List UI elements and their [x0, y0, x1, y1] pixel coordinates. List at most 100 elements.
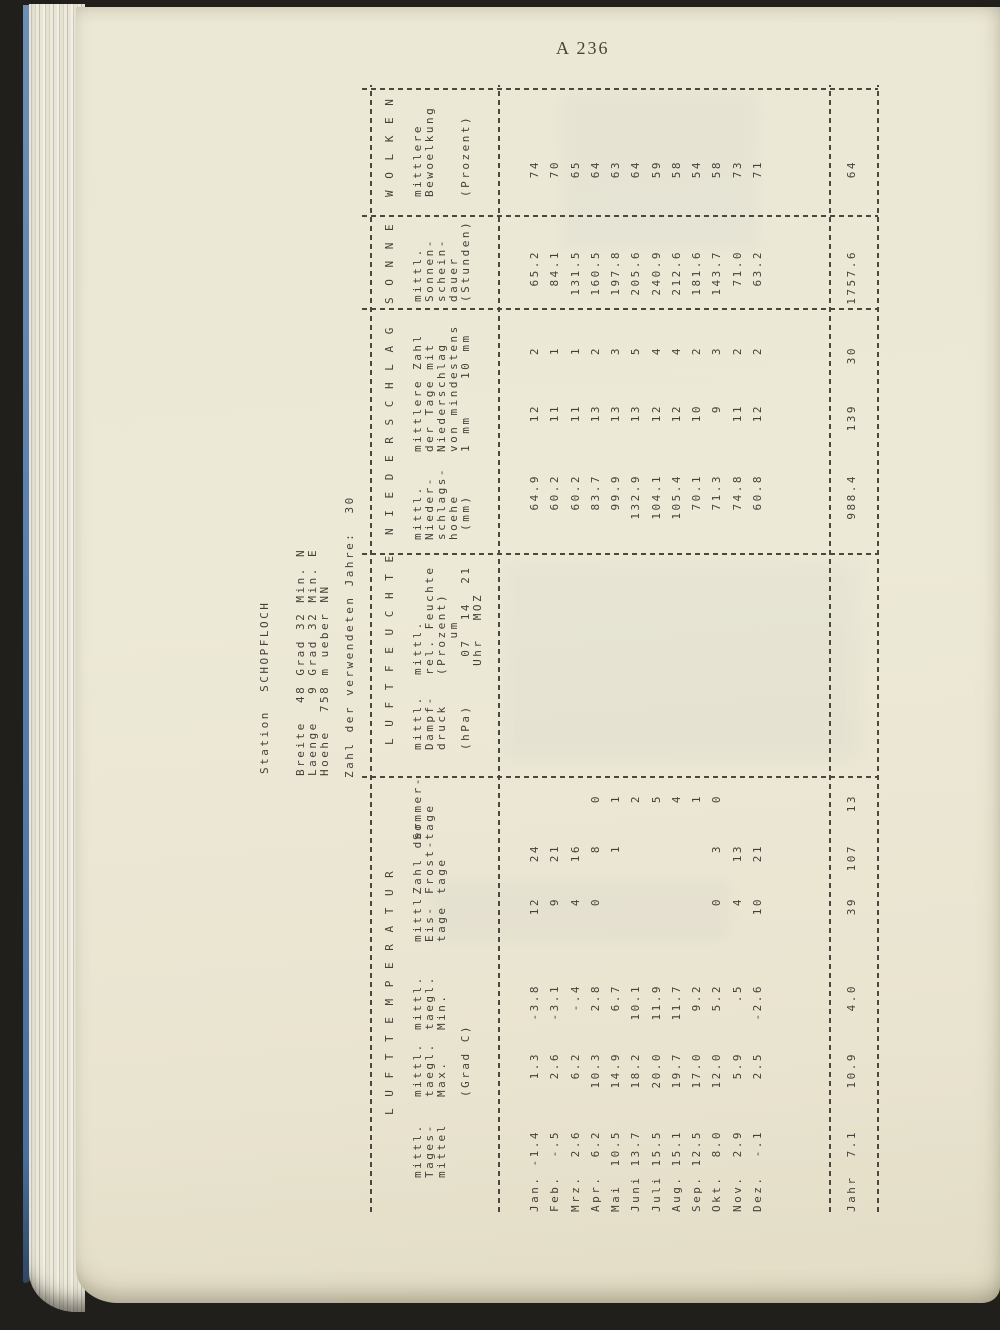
table-row: Juni 13.7 18.2 10.1 2 132.9 13 5 205.6 64: [629, 160, 649, 1212]
value-cell: [751, 700, 771, 794]
value-cell: 4: [670, 794, 683, 804]
value-cell: [609, 562, 629, 600]
value-cell: 105.4: [670, 474, 683, 520]
value-cell: 13: [629, 404, 642, 423]
value-cell: 5.9: [731, 1052, 744, 1080]
years-used-line: Zahl der verwendeten Jahre: 30: [343, 495, 356, 778]
value-cell: 17.0: [690, 1052, 703, 1089]
value-cell: 64: [845, 160, 858, 179]
column-header-rel-feuchte: mittl. rel. Feuchte (Prozent) um 07 14 2…: [411, 565, 484, 675]
value-cell: 11: [731, 404, 744, 423]
value-cell: 16: [569, 844, 582, 863]
value-cell: 18.2: [629, 1052, 642, 1089]
value-cell: 2.8: [589, 984, 602, 1012]
value-cell: 12: [670, 404, 683, 423]
bleed-through-artifact: [560, 90, 760, 250]
value-cell: 54: [690, 160, 703, 179]
value-cell: 10: [751, 897, 764, 916]
value-cell: 2: [629, 794, 642, 804]
value-cell: 1: [690, 794, 703, 804]
value-cell: 132.9: [629, 474, 642, 520]
value-cell: 39: [845, 897, 858, 916]
value-cell: 3: [609, 346, 622, 356]
table-row: Sep. 12.5 17.0 9.2 1 70.1 10 2 181.6 54: [690, 160, 710, 1212]
value-cell: 12: [528, 897, 541, 916]
column-header-eistage: mittl. Eis- tage: [411, 887, 448, 942]
value-cell: 7.1: [845, 1130, 858, 1158]
value-cell: [528, 794, 548, 844]
value-cell: 70: [548, 160, 561, 179]
month-label: Sep.: [690, 1175, 703, 1213]
value-cell: [589, 562, 609, 600]
value-cell: 1: [569, 346, 582, 356]
value-cell: [845, 700, 865, 794]
value-cell: 143.7: [710, 250, 723, 296]
value-cell: 58: [710, 160, 723, 179]
value-cell: [650, 562, 670, 600]
month-label: Dez.: [751, 1175, 764, 1213]
value-cell: 4: [569, 897, 582, 907]
value-cell: 21: [751, 844, 764, 863]
value-cell: 11.7: [670, 984, 683, 1021]
value-cell: [528, 700, 548, 794]
value-cell: 1757.6: [845, 250, 858, 305]
value-cell: 13: [609, 404, 622, 423]
value-cell: [710, 638, 730, 700]
value-cell: 10.3: [589, 1052, 602, 1089]
page-number: A 236: [556, 38, 610, 58]
value-cell: [751, 600, 771, 638]
value-cell: 2.9: [731, 1130, 744, 1158]
value-cell: 60.8: [751, 474, 764, 511]
value-cell: [690, 638, 710, 700]
value-cell: [731, 562, 751, 600]
column-header-sommertage: Sommer- tage: [411, 776, 436, 840]
value-cell: [650, 600, 670, 638]
value-cell: 63: [609, 160, 622, 179]
group-title-luftfeuchte: L U F T F E U C H T E: [383, 553, 396, 745]
column-header-max: mittl. taegl. Max. (Grad C): [411, 1024, 472, 1097]
value-cell: 15.5: [650, 1130, 663, 1167]
value-cell: 15.1: [670, 1130, 683, 1167]
value-cell: -.1: [751, 1130, 764, 1158]
value-cell: [751, 638, 771, 700]
value-cell: 64.9: [528, 474, 541, 511]
value-cell: 11.9: [650, 984, 663, 1021]
value-cell: 8.0: [710, 1130, 723, 1158]
value-cell: 13.7: [629, 1130, 642, 1167]
column-header-dampfdruck: mittl. Dampf- druck (hPa): [411, 695, 472, 750]
value-cell: [690, 897, 710, 984]
station-title: Station SCHOPFLOCH: [258, 600, 271, 774]
value-cell: 19.7: [670, 1052, 683, 1089]
value-cell: 3: [710, 346, 723, 356]
value-cell: 9: [548, 897, 561, 907]
value-cell: [569, 794, 589, 844]
value-cell: 6.2: [589, 1130, 602, 1158]
value-cell: -.5: [548, 1130, 561, 1158]
month-label: Feb.: [548, 1175, 561, 1213]
value-cell: 2.6: [569, 1130, 582, 1158]
value-cell: [569, 638, 589, 700]
value-cell: 58: [670, 160, 683, 179]
value-cell: [589, 700, 609, 794]
value-cell: [751, 794, 771, 844]
column-header-niederschlagstage: mittlere Zahl der Tage mit Niederschlag …: [411, 324, 472, 452]
value-cell: [731, 794, 751, 844]
value-cell: -1.4: [528, 1130, 541, 1167]
column-header-sonnenscheindauer: mittl. Sonnen- schein- dauer (Stunden): [411, 219, 472, 302]
column-header-min: mittl. taegl. Min.: [411, 975, 448, 1030]
value-cell: 107: [845, 844, 858, 872]
value-cell: [629, 897, 649, 984]
value-cell: [731, 700, 751, 794]
value-cell: [589, 638, 609, 700]
table-row: Feb. -.5 2.6 -3.1 9 21 60.2 11 1 84.1 70: [548, 160, 568, 1212]
value-cell: 14.9: [609, 1052, 622, 1089]
value-cell: 9.2: [690, 984, 703, 1012]
value-cell: 2.6: [548, 1052, 561, 1080]
value-cell: 197.8: [609, 250, 622, 296]
value-cell: 11: [548, 404, 561, 423]
month-label: Juli: [650, 1175, 663, 1213]
value-cell: 84.1: [548, 250, 561, 287]
value-cell: 83.7: [589, 474, 602, 511]
value-cell: 12: [751, 404, 764, 423]
